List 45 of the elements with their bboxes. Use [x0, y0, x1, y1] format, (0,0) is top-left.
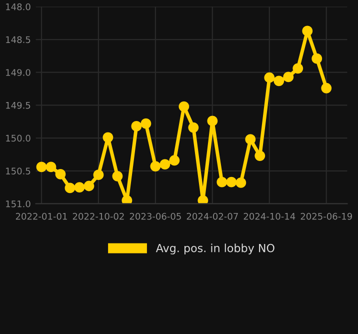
x-tick-label: 2022-01-01 [16, 212, 67, 220]
point [321, 82, 332, 94]
point [140, 118, 152, 129]
point [292, 63, 304, 74]
y-tick-label: 148.5 [6, 36, 30, 44]
x-tick-label: 2023-06-05 [130, 212, 181, 220]
point [283, 72, 294, 82]
point [150, 161, 161, 172]
point [55, 168, 66, 180]
point [198, 195, 208, 204]
point [264, 72, 275, 83]
x-tick-label: 2024-10-14 [244, 212, 296, 220]
point [46, 162, 56, 172]
y-tick-label: 150.0 [6, 134, 30, 142]
point [236, 178, 246, 188]
point [207, 116, 218, 126]
point [36, 162, 47, 172]
point [64, 182, 76, 194]
point [216, 176, 228, 188]
point [84, 180, 94, 192]
point [178, 101, 190, 112]
legend-label: Avg. pos. in lobby NO [156, 244, 274, 254]
point [245, 134, 256, 145]
point [122, 195, 132, 204]
point [112, 170, 123, 182]
point [102, 132, 114, 143]
point [188, 122, 199, 133]
point [160, 159, 170, 170]
y-tick-label: 151.0 [6, 200, 30, 208]
point [131, 121, 142, 132]
y-tick-label: 149.5 [6, 102, 30, 109]
x-tick-label: 2024-02-07 [186, 212, 238, 220]
point [312, 53, 322, 64]
point [93, 170, 104, 180]
point [254, 150, 266, 161]
point [274, 76, 284, 86]
point [226, 176, 237, 188]
y-tick-label: 148.0 [6, 3, 30, 10]
point [169, 155, 180, 166]
y-tick-label: 149.0 [6, 69, 30, 76]
point [74, 182, 85, 193]
x-tick-label: 2022-10-02 [72, 212, 124, 220]
point [302, 26, 313, 36]
x-tick-label: 2025-06-19 [300, 212, 352, 220]
y-tick-label: 150.5 [6, 168, 30, 174]
